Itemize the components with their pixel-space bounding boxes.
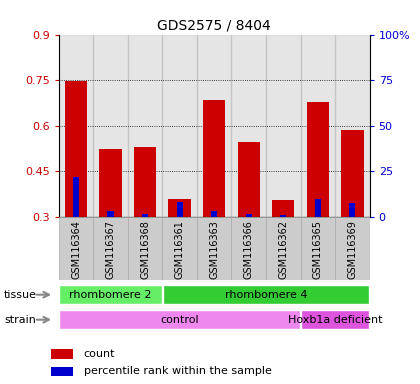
Bar xyxy=(301,35,335,217)
Bar xyxy=(142,214,148,217)
Bar xyxy=(307,102,329,217)
Text: GSM116364: GSM116364 xyxy=(71,220,81,279)
Bar xyxy=(335,35,370,217)
Bar xyxy=(52,349,73,359)
Bar xyxy=(341,130,364,217)
Bar xyxy=(93,217,128,280)
Bar xyxy=(168,199,191,217)
Bar xyxy=(134,147,156,217)
Bar xyxy=(163,285,369,304)
Bar xyxy=(335,217,370,280)
Bar xyxy=(231,217,266,280)
Bar xyxy=(203,99,226,217)
Bar xyxy=(59,35,93,217)
Text: rhombomere 4: rhombomere 4 xyxy=(225,290,307,300)
Bar xyxy=(231,35,266,217)
Text: percentile rank within the sample: percentile rank within the sample xyxy=(84,366,271,376)
Bar xyxy=(176,202,183,217)
Text: strain: strain xyxy=(4,314,36,325)
Bar xyxy=(197,35,231,217)
Bar xyxy=(238,142,260,217)
Bar xyxy=(301,310,369,329)
Bar xyxy=(128,35,163,217)
Text: GSM116367: GSM116367 xyxy=(105,220,116,279)
Text: Hoxb1a deficient: Hoxb1a deficient xyxy=(288,314,382,325)
Bar xyxy=(73,177,79,217)
Text: tissue: tissue xyxy=(4,290,37,300)
Text: GSM116362: GSM116362 xyxy=(278,220,288,279)
Bar xyxy=(266,35,301,217)
Bar xyxy=(60,310,300,329)
Bar xyxy=(197,217,231,280)
Text: GSM116363: GSM116363 xyxy=(209,220,219,279)
Bar xyxy=(301,217,335,280)
Bar xyxy=(52,367,73,376)
Text: control: control xyxy=(160,314,199,325)
Bar xyxy=(211,211,217,217)
Title: GDS2575 / 8404: GDS2575 / 8404 xyxy=(158,18,271,32)
Bar xyxy=(100,149,122,217)
Bar xyxy=(60,285,162,304)
Bar xyxy=(315,199,321,217)
Text: GSM116368: GSM116368 xyxy=(140,220,150,279)
Bar xyxy=(272,200,294,217)
Text: rhombomere 2: rhombomere 2 xyxy=(69,290,152,300)
Bar xyxy=(280,215,286,217)
Bar xyxy=(163,35,197,217)
Bar xyxy=(93,35,128,217)
Bar xyxy=(65,81,87,217)
Bar xyxy=(349,203,355,217)
Bar xyxy=(246,214,252,217)
Bar xyxy=(59,217,93,280)
Text: GSM116361: GSM116361 xyxy=(175,220,185,279)
Bar xyxy=(108,212,114,217)
Text: GSM116365: GSM116365 xyxy=(313,220,323,279)
Bar xyxy=(266,217,301,280)
Text: GSM116369: GSM116369 xyxy=(347,220,357,279)
Bar xyxy=(128,217,163,280)
Bar xyxy=(163,217,197,280)
Text: GSM116366: GSM116366 xyxy=(244,220,254,279)
Text: count: count xyxy=(84,349,115,359)
